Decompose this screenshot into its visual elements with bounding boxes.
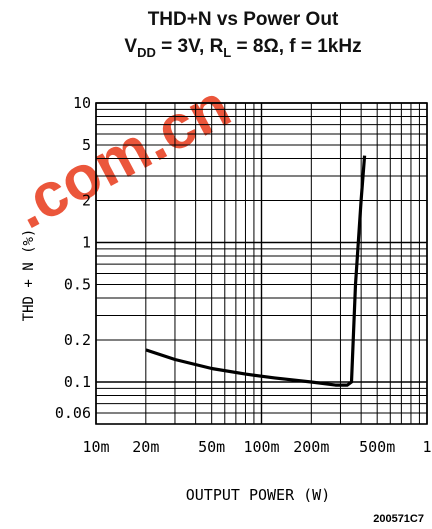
chart-title: THD+N vs Power Out — [148, 9, 339, 30]
x-tick-labels: 10m 20m 50m 100m 200m 500m 1 — [82, 438, 431, 456]
x-tick-label: 1 — [422, 438, 431, 456]
y-tick-label: 5 — [82, 136, 91, 154]
y-tick-label: 0.5 — [64, 275, 91, 293]
x-tick-label: 200m — [293, 438, 329, 456]
series-line — [145, 155, 367, 387]
x-tick-label: 50m — [198, 438, 225, 456]
x-tick-label: 500m — [359, 438, 395, 456]
watermark: .com.cn — [2, 71, 241, 242]
x-axis-label: OUTPUT POWER (W) — [186, 486, 331, 504]
chart-subtitle: VDD = 3V, RL = 8Ω, f = 1kHz — [124, 36, 361, 60]
x-tick-label: 20m — [132, 438, 159, 456]
x-tick-label: 10m — [82, 438, 109, 456]
y-tick-label: 1 — [82, 234, 91, 252]
y-tick-labels: 10 5 2 1 0.5 0.2 0.1 0.06 — [55, 94, 91, 422]
svg-text:.com.cn: .com.cn — [2, 71, 241, 242]
y-tick-label: 10 — [73, 94, 91, 112]
y-axis-label: THD + N (%) — [21, 229, 37, 322]
x-tick-label: 100m — [243, 438, 279, 456]
plot-frame — [95, 102, 428, 425]
y-tick-label: 0.06 — [55, 404, 91, 422]
figure-id: 200571C7 — [373, 513, 424, 525]
y-tick-label: 2 — [82, 192, 91, 210]
y-tick-label: 0.1 — [64, 373, 91, 391]
plot-area: 10m 20m 50m 100m 200m 500m 1 10 5 2 1 0.5 0.2 0.1 0.0… — [55, 94, 432, 456]
y-tick-label: 0.2 — [64, 331, 91, 349]
